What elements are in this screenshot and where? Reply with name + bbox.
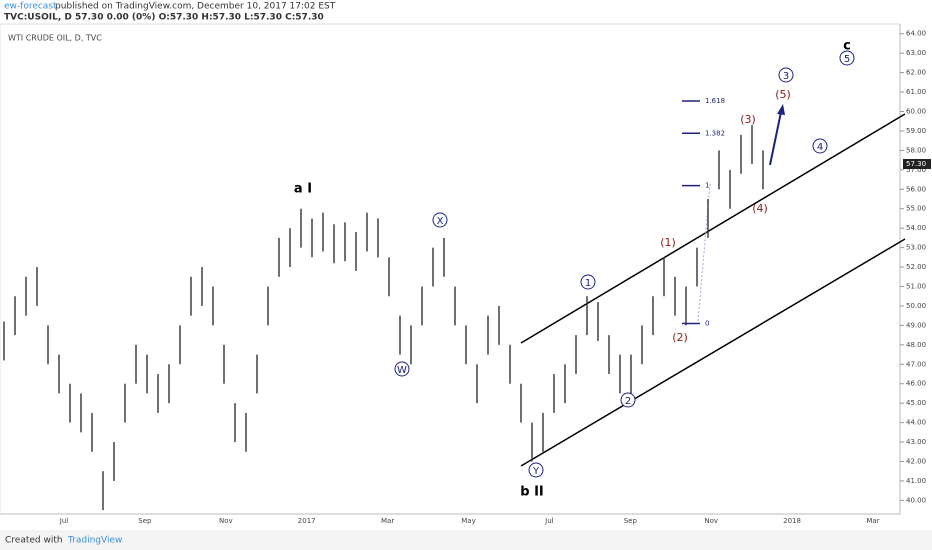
wave-label: (2) xyxy=(672,331,688,344)
quote: TVC:USOIL, D 57.30 0.00 (0%) O:57.30 H:5… xyxy=(4,13,324,23)
y-tick-label: 49.00 xyxy=(906,321,926,329)
last-price-label: 57.30 xyxy=(906,160,926,168)
y-tick-label: 55.00 xyxy=(906,205,926,213)
footer-created: Created with xyxy=(5,536,63,546)
y-tick-label: 61.00 xyxy=(906,88,926,96)
footer-brand[interactable]: TradingView xyxy=(67,536,122,546)
y-tick-label: 44.00 xyxy=(906,419,926,427)
wave-label: X xyxy=(437,216,444,227)
wave-label: 3 xyxy=(783,71,789,82)
y-tick-label: 63.00 xyxy=(906,49,926,57)
wave-label: a I xyxy=(294,182,312,197)
chart-title: WTI CRUDE OIL, D, TVC xyxy=(8,34,102,43)
y-tick-label: 51.00 xyxy=(906,283,926,291)
wave-circle xyxy=(580,274,596,290)
wave-label: c xyxy=(843,39,851,54)
plot-frame xyxy=(0,23,901,515)
fib-guide xyxy=(697,183,711,322)
arrow-head xyxy=(777,104,785,115)
x-tick-label: Nov xyxy=(219,517,233,525)
wave-label: b II xyxy=(520,485,544,500)
published: published on TradingView.com, December 1… xyxy=(55,2,336,12)
wave-circle xyxy=(812,138,828,154)
x-tick-label: Mar xyxy=(381,517,394,525)
y-tick-label: 41.00 xyxy=(906,477,926,485)
wave-circle xyxy=(620,392,636,408)
wave-label: (1) xyxy=(660,236,676,249)
x-tick-label: 2018 xyxy=(783,517,801,525)
y-tick-label: 56.00 xyxy=(906,185,926,193)
wave-label: (3) xyxy=(740,113,756,126)
x-tick-label: Sep xyxy=(624,517,638,525)
y-tick-label: 62.00 xyxy=(906,69,926,77)
y-tick-label: 45.00 xyxy=(906,399,926,407)
y-tick-label: 40.00 xyxy=(906,496,926,504)
x-tick-label: 2017 xyxy=(298,517,316,525)
fib-label: 1.382 xyxy=(705,129,725,137)
wave-label: Y xyxy=(532,466,540,477)
channel-lower xyxy=(520,238,906,467)
y-tick-label: 42.00 xyxy=(906,458,926,466)
fib-label: 0 xyxy=(705,319,709,327)
footer-bar xyxy=(0,530,932,550)
wave-circle xyxy=(394,361,410,377)
channel-upper xyxy=(520,113,906,344)
wave-label: 4 xyxy=(817,142,823,153)
x-tick-label: Nov xyxy=(704,517,718,525)
y-tick-label: 48.00 xyxy=(906,341,926,349)
author[interactable]: ew-forecast xyxy=(4,2,57,12)
wave-label: W xyxy=(397,365,407,376)
y-tick-label: 47.00 xyxy=(906,360,926,368)
y-tick-label: 59.00 xyxy=(906,127,926,135)
y-tick-label: 64.00 xyxy=(906,30,926,38)
x-tick-label: May xyxy=(461,517,475,525)
wave-label: (4) xyxy=(752,202,768,215)
y-tick-label: 60.00 xyxy=(906,108,926,116)
fib-label: 1.618 xyxy=(705,97,725,105)
y-tick-label: 50.00 xyxy=(906,302,926,310)
wave-label: 1 xyxy=(585,278,591,289)
y-tick-label: 46.00 xyxy=(906,380,926,388)
arrow xyxy=(769,111,782,166)
wave-label: 2 xyxy=(625,396,631,407)
last-price-box xyxy=(903,159,931,169)
wave-circle xyxy=(839,50,855,66)
wave-circle xyxy=(778,67,794,83)
y-tick-label: 54.00 xyxy=(906,224,926,232)
wave-circle xyxy=(432,212,448,228)
x-tick-label: Mar xyxy=(866,517,879,525)
y-tick-label: 43.00 xyxy=(906,438,926,446)
x-tick-label: Sep xyxy=(138,517,152,525)
wave-label: 5 xyxy=(844,54,850,65)
x-tick-label: Jul xyxy=(544,517,554,525)
wave-circle xyxy=(528,462,544,478)
x-tick-label: Jul xyxy=(59,517,69,525)
y-tick-label: 53.00 xyxy=(906,244,926,252)
wave-label: (5) xyxy=(775,88,791,101)
y-tick-label: 52.00 xyxy=(906,263,926,271)
fib-label: 1 xyxy=(705,182,709,190)
y-tick-label: 57.00 xyxy=(906,166,926,174)
y-tick-label: 58.00 xyxy=(906,146,926,154)
